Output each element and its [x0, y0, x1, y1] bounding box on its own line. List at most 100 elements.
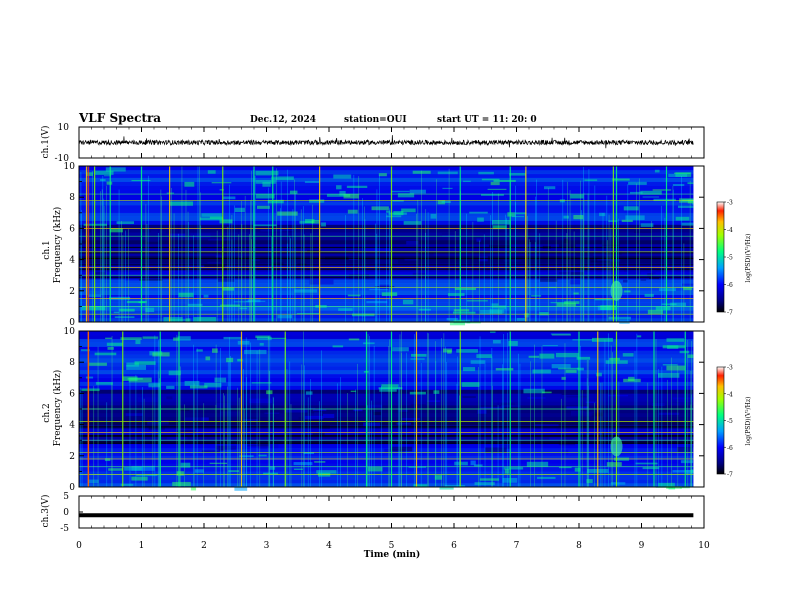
spectrogram-patch	[126, 364, 147, 370]
spectrogram-patch	[523, 388, 545, 394]
spectrogram-patch	[608, 316, 631, 320]
spectrogram-patch	[314, 412, 322, 418]
colorbar-tick-label: -7	[727, 472, 733, 479]
spectrogram-patch	[544, 186, 556, 190]
spectrogram-patch	[511, 216, 525, 218]
spectrogram-patch	[430, 213, 437, 219]
x-tick-label: 2	[201, 541, 207, 551]
spectrogram-patch	[237, 358, 243, 362]
spectrogram-patch	[249, 398, 273, 404]
spectrogram-patch	[550, 302, 569, 304]
spectrogram-patch	[610, 482, 626, 485]
colorbar-tick-label: -5	[727, 418, 733, 425]
spectrogram-patch	[255, 170, 279, 176]
spectrogram-patch	[666, 338, 684, 342]
spectrogram-patch	[667, 345, 679, 349]
spectrogram-patch	[147, 249, 163, 251]
spectrogram-patch	[184, 181, 195, 187]
spectrogram-patch	[284, 408, 308, 413]
spectrogram-patch	[199, 217, 223, 221]
spectrogram-patch	[95, 381, 113, 385]
spectrogram-patch	[80, 248, 95, 250]
spectrogram-band	[79, 358, 694, 363]
spectrogram-patch	[672, 184, 685, 187]
spectrogram-patch	[205, 356, 211, 361]
spectrogram-patch	[672, 470, 694, 473]
spectrogram-patch	[125, 279, 140, 281]
spectrogram-patch	[215, 445, 237, 450]
spectrogram-patch	[492, 225, 507, 230]
spectrogram-patch	[125, 413, 143, 416]
spectrogram-patch	[434, 475, 442, 480]
spectrogram-patch	[393, 211, 404, 216]
spectrogram-patch	[508, 341, 518, 346]
spectrogram-patch	[189, 385, 208, 389]
spectrogram-patch	[365, 246, 390, 252]
spectrogram-patch	[594, 298, 615, 301]
spectrogram-patch	[307, 250, 322, 252]
spectrogram-patch	[116, 221, 135, 225]
spectrogram-patch	[570, 272, 585, 276]
spectrogram-patch	[120, 483, 134, 486]
y-tick-label: -5	[60, 524, 69, 534]
ch2-spectrogram-panel: 0 2 4 6 8 10	[64, 327, 705, 493]
spectrogram-patch	[293, 462, 313, 466]
y-tick-label: 4	[69, 256, 75, 266]
y-tick-label: 10	[64, 162, 76, 172]
spectrogram-patch	[166, 385, 175, 389]
spectrogram-patch	[346, 185, 368, 188]
spectrogram-band	[79, 412, 694, 418]
spectrogram-band	[79, 471, 694, 476]
spectrogram-patch	[649, 277, 660, 280]
x-tick-label: 4	[326, 541, 332, 551]
spectrogram-patch	[402, 299, 414, 305]
spectrogram-patch	[322, 414, 335, 419]
spectrogram-patch	[540, 278, 558, 282]
spectrogram-patch	[534, 424, 559, 427]
ch1-channel-label: ch.1	[42, 240, 52, 259]
ch3-waveform-panel: 5 0 -5	[60, 492, 705, 534]
spectrogram-patch	[391, 190, 410, 193]
spectrogram-patch	[461, 382, 480, 387]
spectrogram-patch	[561, 393, 579, 395]
spectrogram-patch	[131, 476, 148, 481]
spectrogram-patch	[209, 462, 228, 464]
spectrogram-patch	[492, 339, 501, 344]
spectrogram-patch	[151, 230, 167, 235]
spectrogram-band	[79, 420, 694, 425]
spectrogram-patch	[585, 401, 597, 403]
time-axis: 0 1 2 3 4 5 6 7 8 9 10	[76, 541, 710, 551]
spectrogram-band	[79, 401, 694, 406]
spectrogram-patch	[692, 202, 694, 205]
spectrogram-patch	[190, 486, 197, 491]
spectrogram-band	[79, 459, 694, 464]
spectrogram-patch	[675, 216, 690, 221]
spectrogram-patch	[683, 286, 693, 291]
x-tick-label: 7	[514, 541, 520, 551]
spectrogram-patch	[271, 176, 294, 180]
spectrogram-patch	[493, 179, 516, 182]
x-tick-label: 10	[698, 541, 710, 551]
spectrogram-patch	[165, 229, 190, 234]
spectrogram-patch	[454, 461, 468, 466]
spectrogram-patch	[507, 212, 516, 217]
spectrogram-patch	[378, 173, 387, 177]
spectrogram-patch	[349, 274, 370, 279]
spectrogram-patch	[343, 193, 359, 199]
spectrogram-patch	[437, 171, 458, 175]
spectrogram-band	[79, 366, 694, 371]
spectrogram-patch	[627, 271, 641, 275]
spectrogram-patch	[142, 336, 159, 339]
spectrogram-patch	[560, 266, 584, 270]
spectrogram-patch	[229, 447, 251, 450]
spectrogram-patch	[184, 417, 209, 422]
spectrogram-patch	[228, 470, 240, 472]
spectrogram-patch	[309, 279, 334, 285]
spectrogram-patch	[685, 445, 694, 448]
spectrogram-patch	[194, 469, 204, 473]
emission-blob	[610, 436, 623, 457]
spectrogram-patch	[372, 407, 386, 411]
spectrogram-patch	[220, 411, 243, 416]
spectrogram-patch	[644, 293, 654, 297]
spectrogram-patch	[316, 470, 337, 474]
